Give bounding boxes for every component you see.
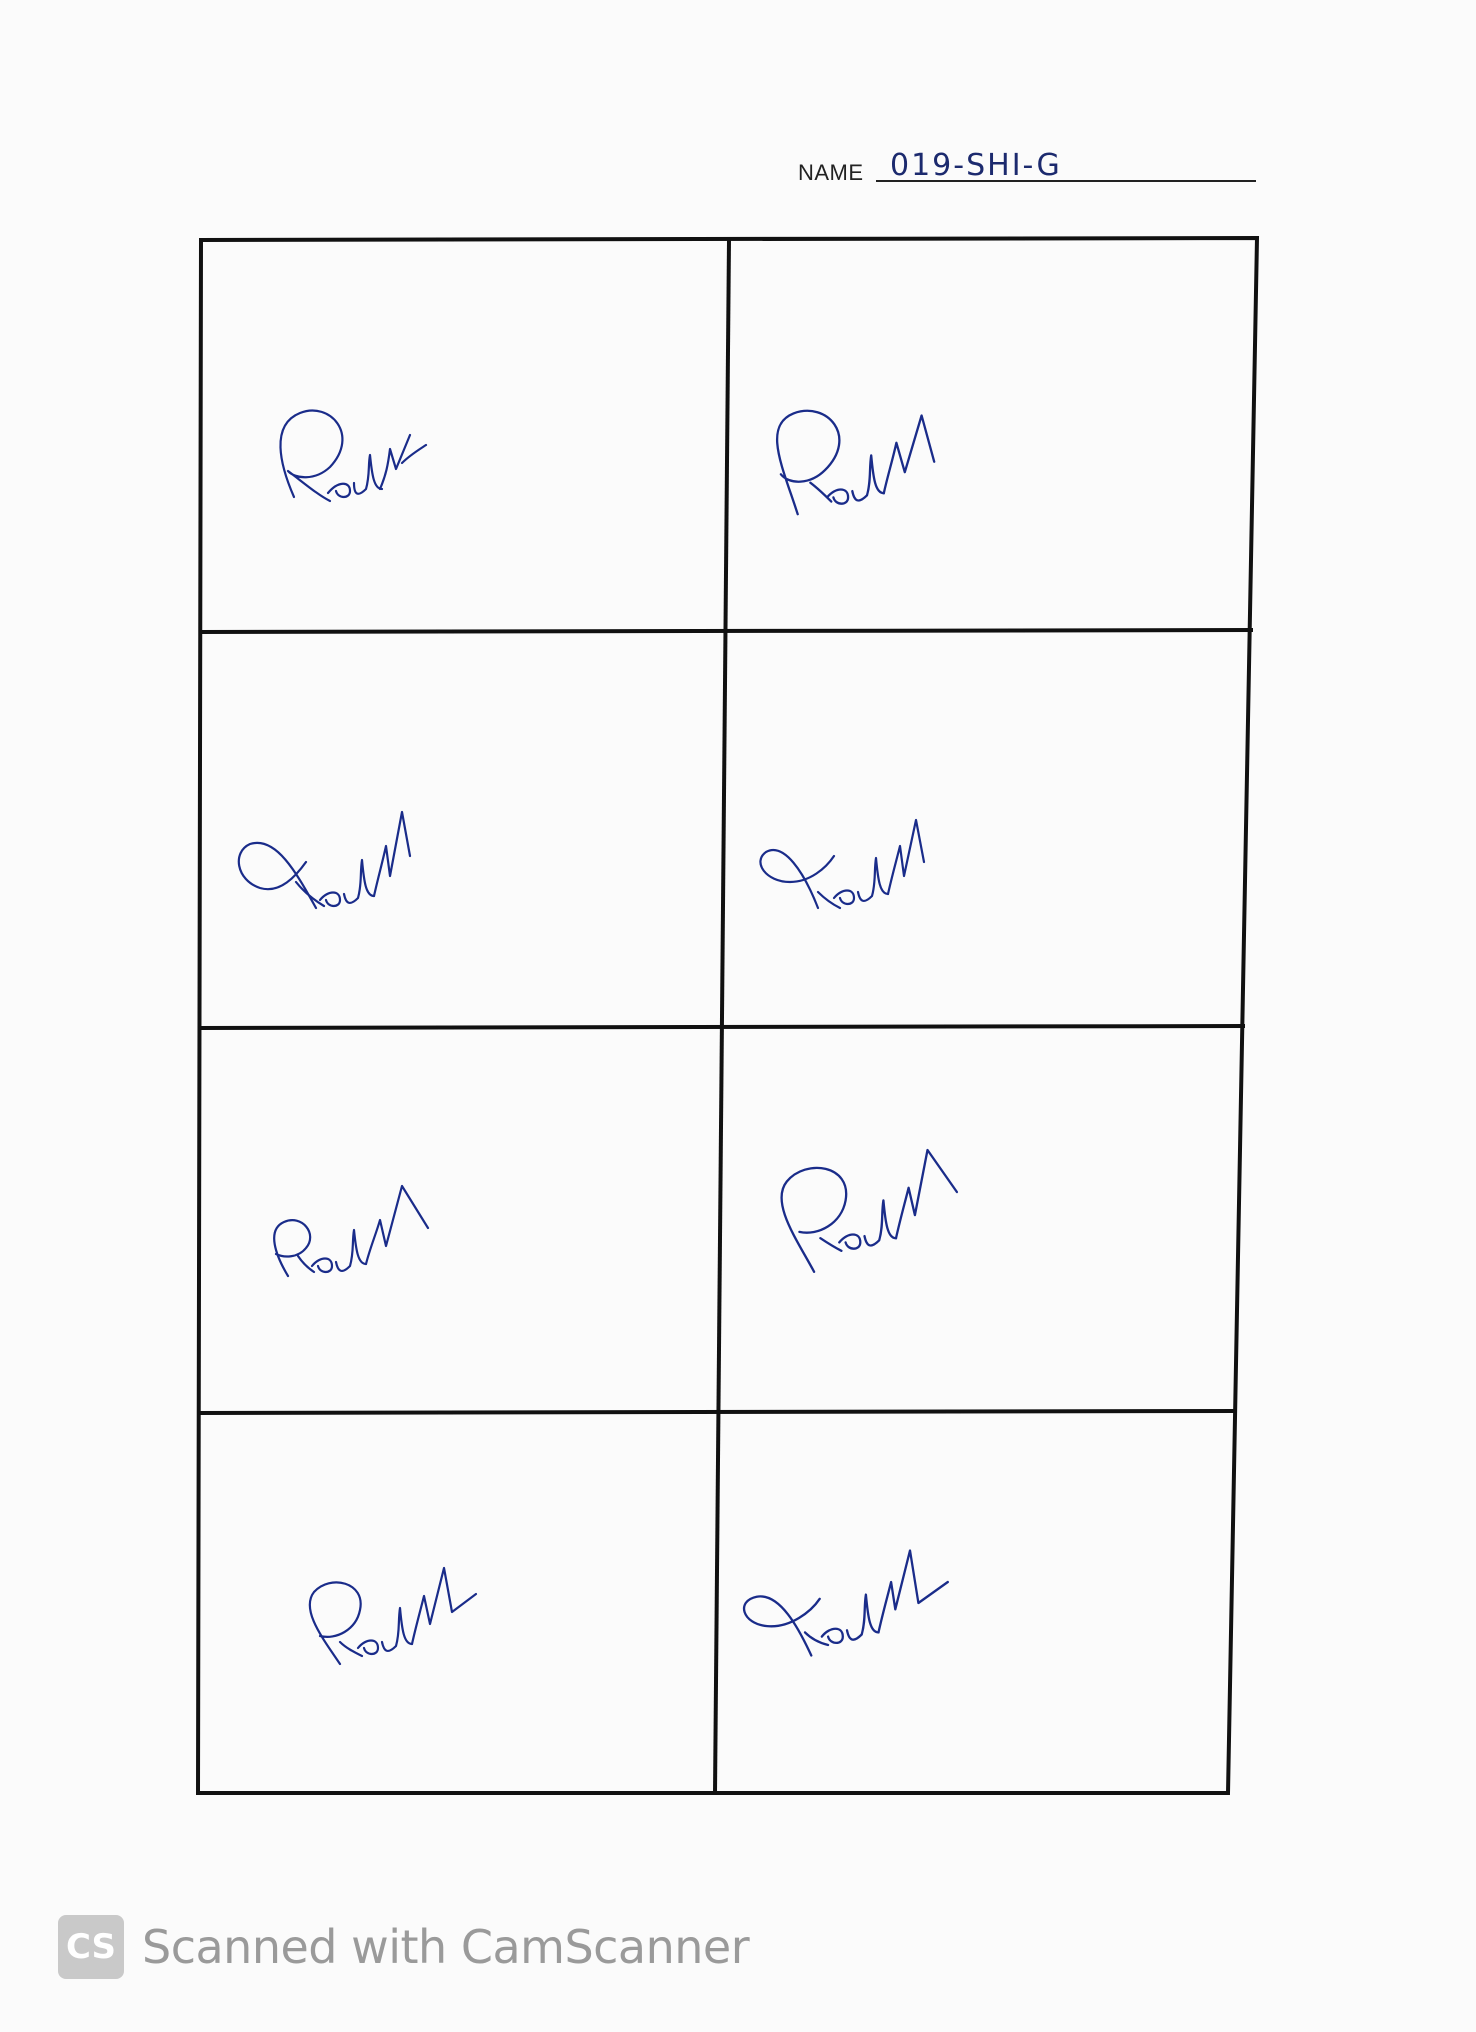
name-value: 019-SHI-G <box>890 148 1062 183</box>
name-label: NAME <box>798 160 864 185</box>
signature-r4c1 <box>308 1566 478 1666</box>
name-underline <box>876 180 1256 182</box>
camscanner-logo: CS <box>58 1915 124 1979</box>
grid-lines <box>195 235 1260 1796</box>
signature-r2c2 <box>759 818 926 910</box>
grid-row-divider-1 <box>198 627 1254 635</box>
grid-row-divider-2 <box>197 1023 1246 1031</box>
grid-outer-border <box>195 235 1260 1795</box>
signature-r4c2 <box>742 1549 949 1657</box>
signature-r1c2 <box>776 409 936 516</box>
name-field: NAME 019-SHI-G <box>798 148 1258 188</box>
grid-vertical-divider <box>712 237 732 1796</box>
camscanner-text: Scanned with CamScanner <box>142 1920 750 1974</box>
signature-r1c1 <box>279 409 428 503</box>
grid-row-divider-3 <box>196 1408 1238 1416</box>
camscanner-watermark: CS Scanned with CamScanner <box>58 1912 750 1982</box>
signature-r3c1 <box>273 1184 430 1278</box>
signature-r2c1 <box>237 810 412 910</box>
signature-r3c2 <box>780 1148 959 1273</box>
camscanner-logo-text: CS <box>65 1927 117 1967</box>
